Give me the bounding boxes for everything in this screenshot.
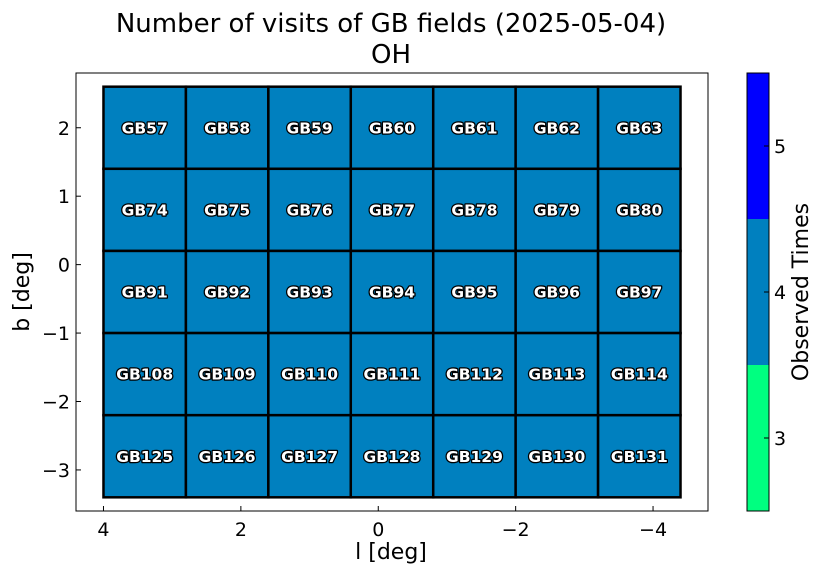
field-labels: GB57 GB58 GB59 GB60 GB61 GB62 GB63 GB74 GB75 GB76… — [115, 118, 669, 467]
field-cell-gb109 — [184, 331, 270, 417]
colorbar-bin-3 — [747, 365, 769, 511]
y-tick-label: 0 — [58, 255, 70, 277]
x-tick-label: 4 — [97, 519, 109, 541]
chart-subtitle: OH — [371, 40, 411, 70]
field-cell-gb93 — [267, 249, 353, 335]
colorbar-bin-4 — [747, 219, 769, 365]
field-cell-gb92 — [184, 249, 270, 335]
field-label-gb113: GB113 — [528, 366, 585, 384]
field-label-gb74: GB74 — [122, 201, 168, 219]
y-axis-ticks: 2 1 0 −1 −2 −3 — [42, 118, 81, 482]
field-label-gb58: GB58 — [204, 119, 250, 137]
field-label-gb109: GB109 — [199, 366, 256, 384]
field-label-gb63: GB63 — [616, 119, 662, 137]
field-label-gb78: GB78 — [451, 201, 497, 219]
chart-title: Number of visits of GB fields (2025-05-0… — [116, 9, 666, 39]
field-label-gb108: GB108 — [116, 366, 173, 384]
field-cell-gb95 — [431, 249, 517, 335]
x-tick-label: −2 — [502, 519, 530, 541]
field-label-gb79: GB79 — [534, 201, 580, 219]
y-axis-label: b [deg] — [10, 252, 35, 332]
field-cell-gb130 — [514, 413, 600, 499]
field-cell-gb96 — [514, 249, 600, 335]
field-cell-gb97 — [596, 249, 682, 335]
field-cell-gb127 — [267, 413, 353, 499]
field-label-gb96: GB96 — [534, 284, 580, 302]
field-cell-gb108 — [102, 331, 188, 417]
field-label-gb125: GB125 — [116, 448, 173, 466]
field-label-gb91: GB91 — [122, 284, 168, 302]
colorbar-bin-5 — [747, 73, 769, 219]
field-label-gb127: GB127 — [281, 448, 338, 466]
field-cell-gb74 — [102, 167, 188, 253]
x-tick-label: −4 — [639, 519, 667, 541]
field-label-gb77: GB77 — [369, 201, 415, 219]
y-tick-label: −1 — [42, 323, 70, 345]
x-axis-ticks: 4 2 0 −2 −4 — [97, 506, 667, 541]
x-axis-label: l [deg] — [355, 540, 427, 565]
field-cell-gb58 — [184, 85, 270, 171]
field-label-gb94: GB94 — [369, 284, 415, 302]
field-cell-gb57 — [102, 85, 188, 171]
field-label-gb60: GB60 — [369, 119, 415, 137]
colorbar: 3 4 5 — [746, 72, 786, 512]
field-cell-gb78 — [431, 167, 517, 253]
field-label-gb97: GB97 — [616, 284, 662, 302]
field-label-gb93: GB93 — [287, 284, 333, 302]
field-cells — [102, 85, 682, 499]
colorbar-tick-label: 5 — [774, 136, 786, 158]
field-label-gb92: GB92 — [204, 284, 250, 302]
field-label-gb57: GB57 — [122, 119, 168, 137]
x-tick-label: 0 — [372, 519, 384, 541]
field-cell-gb125 — [102, 413, 188, 499]
field-label-gb114: GB114 — [611, 366, 668, 384]
field-label-gb112: GB112 — [446, 366, 503, 384]
field-cell-gb76 — [267, 167, 353, 253]
y-tick-label: 2 — [58, 118, 70, 140]
field-label-gb126: GB126 — [199, 448, 256, 466]
field-label-gb110: GB110 — [281, 366, 338, 384]
field-label-gb76: GB76 — [287, 201, 333, 219]
field-cell-gb131 — [596, 413, 682, 499]
field-label-gb80: GB80 — [616, 201, 662, 219]
field-label-gb59: GB59 — [287, 119, 333, 137]
colorbar-tick-label: 3 — [774, 428, 786, 450]
field-cell-gb62 — [514, 85, 600, 171]
field-label-gb61: GB61 — [451, 119, 497, 137]
field-cell-gb80 — [596, 167, 682, 253]
field-label-gb95: GB95 — [451, 284, 497, 302]
field-label-gb62: GB62 — [534, 119, 580, 137]
field-cell-gb113 — [514, 331, 600, 417]
field-label-gb129: GB129 — [446, 448, 503, 466]
field-label-gb131: GB131 — [611, 448, 668, 466]
y-tick-label: −2 — [42, 392, 70, 414]
y-tick-label: −3 — [42, 460, 70, 482]
y-tick-label: 1 — [58, 186, 70, 208]
field-label-gb128: GB128 — [364, 448, 421, 466]
x-tick-label: 2 — [235, 519, 247, 541]
colorbar-tick-label: 4 — [774, 282, 786, 304]
field-label-gb75: GB75 — [204, 201, 250, 219]
plot-frame — [75, 72, 709, 512]
field-label-gb111: GB111 — [364, 366, 421, 384]
field-label-gb130: GB130 — [528, 448, 585, 466]
colorbar-label: Observed Times — [789, 203, 814, 381]
